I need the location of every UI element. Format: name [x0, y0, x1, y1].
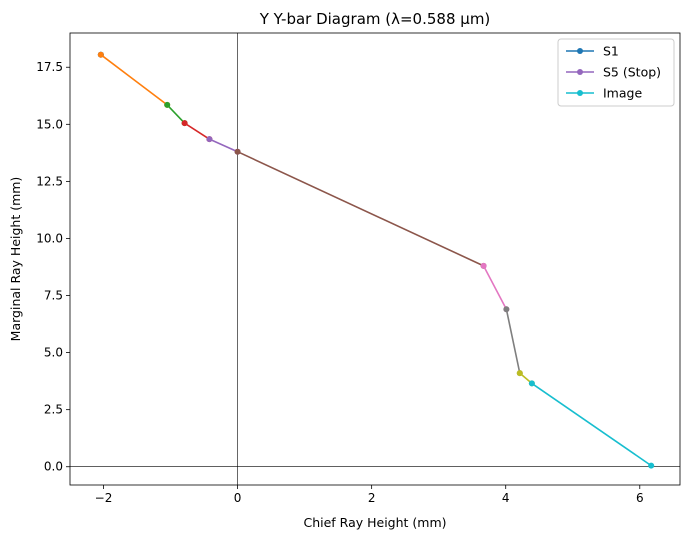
legend-label: Image — [603, 86, 642, 101]
x-tick-label: 0 — [234, 491, 242, 505]
x-axis-ticks: −2 0 2 4 6 — [95, 485, 644, 505]
y-tick-label: 0.0 — [44, 460, 63, 474]
x-tick-label: 6 — [636, 491, 644, 505]
data-point — [181, 120, 188, 127]
data-point — [528, 380, 535, 387]
data-point — [206, 136, 213, 143]
plot-frame — [69, 32, 681, 486]
x-tick-label: −2 — [95, 491, 113, 505]
chart-title: Y Y-bar Diagram (λ=0.588 µm) — [259, 10, 491, 28]
y-tick-label: 12.5 — [36, 174, 63, 188]
data-point — [97, 51, 104, 58]
segment-line-7 — [482, 265, 508, 310]
series-layer — [97, 51, 655, 469]
x-tick-label: 2 — [368, 491, 376, 505]
legend-label: S5 (Stop) — [603, 65, 661, 80]
legend-marker — [577, 48, 583, 54]
segment-line-2 — [100, 54, 168, 106]
y-tick-label: 10.0 — [36, 231, 63, 245]
y-tick-label: 2.5 — [44, 403, 63, 417]
legend-marker — [577, 69, 583, 75]
segment-line-8 — [505, 309, 521, 374]
segment-line-3 — [166, 104, 186, 124]
y-tick-label: 7.5 — [44, 289, 63, 303]
segment-line-4 — [184, 122, 210, 140]
y-axis-title: Marginal Ray Height (mm) — [8, 177, 23, 342]
reference-lines — [70, 33, 680, 485]
segment-line-10 — [531, 382, 652, 467]
segment-line-5 — [209, 138, 238, 153]
data-point — [503, 306, 510, 313]
legend-box — [557, 38, 675, 107]
y-tick-label: 15.0 — [36, 117, 63, 131]
legend: S1 S5 (Stop) Image — [557, 38, 675, 107]
data-point — [516, 370, 523, 377]
x-axis-title: Chief Ray Height (mm) — [303, 515, 446, 530]
y-tick-label: 5.0 — [44, 346, 63, 360]
data-point — [648, 462, 655, 469]
data-point — [234, 148, 241, 155]
y-axis-ticks: 0.0 2.5 5.0 7.5 10.0 12.5 15.0 17.5 — [36, 60, 70, 474]
data-point — [164, 101, 171, 108]
y-tick-label: 17.5 — [36, 60, 63, 74]
x-tick-label: 4 — [502, 491, 510, 505]
data-point — [480, 262, 487, 269]
segment-line-6 — [237, 150, 484, 267]
legend-label: S1 — [603, 44, 619, 59]
legend-marker — [577, 90, 583, 96]
